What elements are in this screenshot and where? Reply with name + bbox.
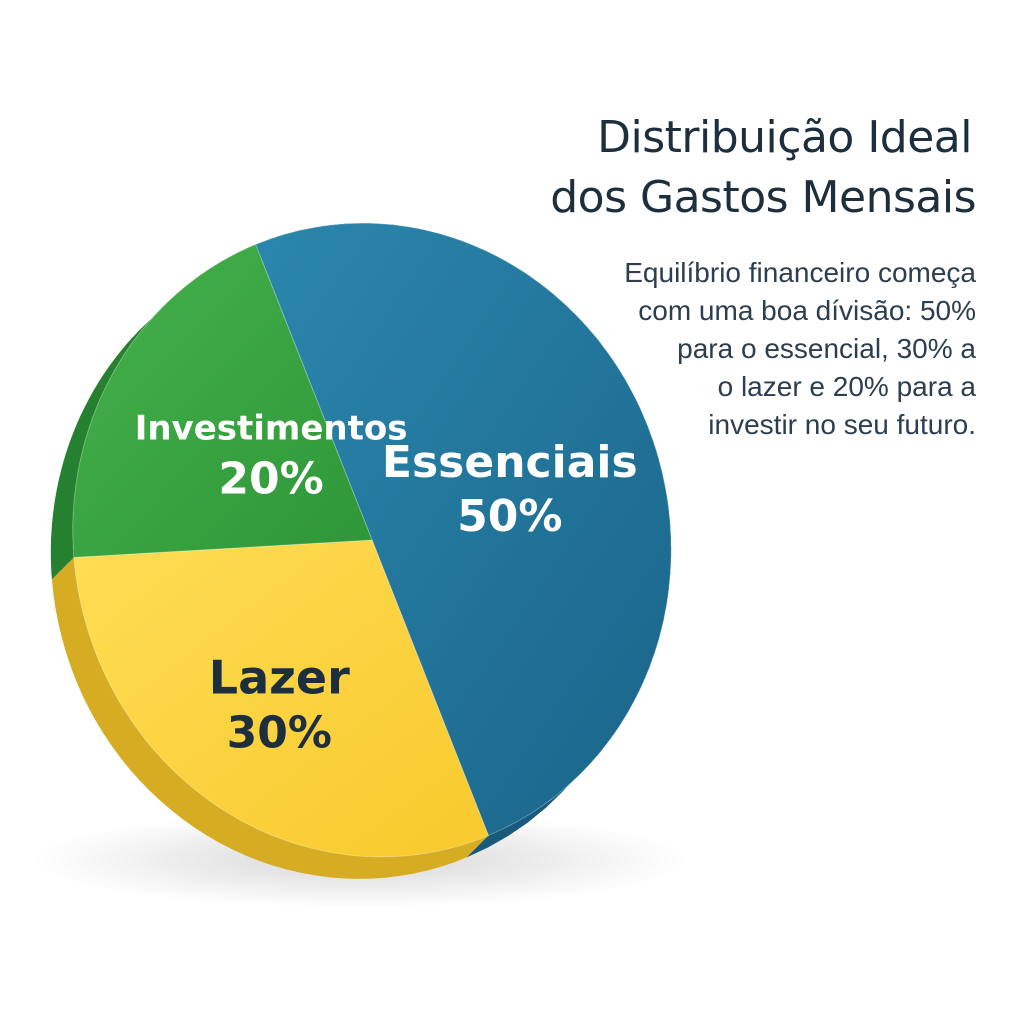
subtitle-line: Equilíbrio financeiro começa [624, 257, 976, 288]
slice-label-lazer: Lazer [209, 651, 350, 705]
slice-label-essenciais: Essenciais [382, 437, 638, 488]
subtitle-line: investir no seu futuro. [708, 409, 976, 440]
chart-title-line-1: Distribuição Ideal [597, 112, 972, 163]
chart-title-line-2: dos Gastos Mensais [550, 172, 976, 223]
pie-depth [50, 223, 672, 879]
pie-slices [72, 222, 672, 858]
pie-slice-essenciais [254, 222, 672, 837]
slice-value-investimentos: 20% [218, 454, 323, 505]
chart-subtitle: Equilíbrio financeiro começa com uma boa… [536, 254, 976, 444]
subtitle-line: o lazer e 20% para a [717, 371, 976, 402]
subtitle-line: para o essencial, 30% a [677, 333, 976, 364]
slice-label-investimentos: Investimentos [135, 409, 408, 449]
slice-value-essenciais: 50% [457, 491, 562, 542]
pie-depth-lazer [51, 557, 489, 879]
pie-slice-lazer [73, 539, 490, 858]
pie-depth-investimentos [50, 244, 256, 580]
slice-value-lazer: 30% [227, 708, 332, 759]
subtitle-line: com uma boa dívisão: 50% [638, 295, 976, 326]
pie-slice-investimentos [72, 243, 373, 558]
